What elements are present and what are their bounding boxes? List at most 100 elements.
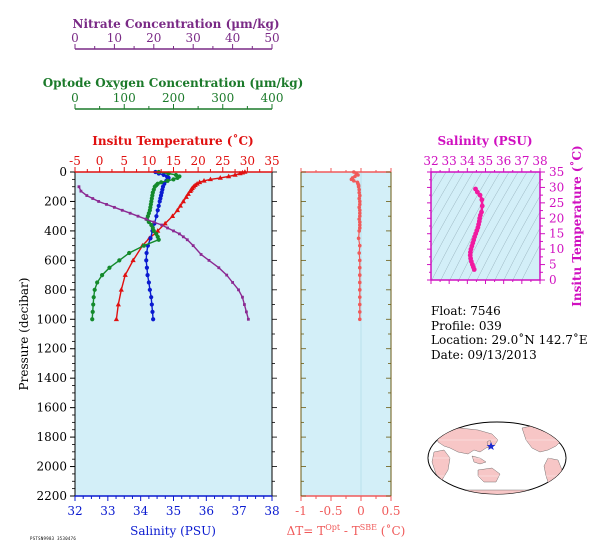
nitrate-tick-label: 40 (225, 31, 240, 45)
ts-point (479, 203, 485, 209)
ts-temp-tick-label: 30 (549, 180, 564, 194)
nitrate-point (166, 226, 169, 230)
ts-temp-tick-label: 5 (549, 258, 557, 272)
temperature-point (177, 203, 183, 208)
delta-tick-label: -0.5 (319, 504, 342, 518)
nitrate-point (244, 310, 248, 314)
temperature-point (118, 287, 124, 292)
nitrate-point (128, 211, 132, 215)
salinity-point (161, 172, 166, 178)
ts-density-contour (431, 172, 492, 280)
nitrate-tick-label: 50 (264, 31, 279, 45)
oxygen-tick-label: 200 (162, 91, 185, 105)
nitrate-point (113, 205, 116, 209)
oxygen-point (141, 243, 147, 248)
temperature-tick-label: 30 (240, 154, 255, 168)
float-location-marker (486, 442, 496, 450)
ts-temp-tick-label: 35 (549, 165, 564, 179)
delta-t-point (358, 199, 362, 204)
temperature-tick-label: 25 (215, 154, 230, 168)
oxygen-point (91, 302, 96, 307)
delta-t-point (358, 302, 362, 307)
pressure-tick-label: 200 (44, 194, 67, 208)
nitrate-point (172, 229, 175, 233)
nitrate-point (225, 273, 229, 277)
footer-code: PSTSN9983 3530476 (30, 536, 77, 541)
salinity-point (155, 208, 160, 213)
salinity-point (154, 214, 159, 219)
oxygen-point (99, 272, 105, 278)
delta-t-point (358, 193, 362, 198)
temperature-axis-title: Insitu Temperature (˚C) (92, 133, 253, 148)
temperature-point (207, 176, 214, 182)
nitrate-point (77, 185, 81, 189)
ts-point (477, 192, 483, 198)
delta-t-point (358, 265, 362, 270)
oxygen-point (107, 265, 112, 270)
delta-t-point (356, 173, 360, 177)
ts-point (474, 189, 480, 195)
ts-salinity-axis-title: Salinity (PSU) (437, 134, 532, 148)
ts-salinity-tick-label: 37 (514, 154, 529, 168)
delta-t-point (358, 310, 362, 314)
temperature-point (183, 194, 189, 199)
salinity-point (151, 317, 156, 322)
pressure-tick-label: 1800 (36, 430, 67, 444)
salinity-point (157, 199, 162, 204)
delta-t-point (358, 317, 362, 322)
float-info-block: Float: 7546 Profile: 039 Location: 29.0˚… (431, 304, 588, 362)
oxygen-point (175, 175, 180, 180)
salinity-tick-label: 32 (67, 504, 82, 518)
oxygen-point (95, 280, 100, 285)
temperature-point (174, 207, 181, 213)
salinity-tick-label: 35 (166, 504, 181, 518)
salinity-point (144, 250, 149, 256)
nitrate-point (207, 258, 211, 262)
map-land-africa (431, 449, 451, 481)
oxygen-point (90, 309, 95, 315)
nitrate-tick-label: 30 (186, 31, 201, 45)
salinity-point (156, 203, 161, 208)
nitrate-point (97, 200, 101, 203)
oxygen-tick-label: 100 (113, 91, 136, 105)
oxygen-point (91, 295, 96, 300)
temperature-point (162, 220, 168, 226)
main-plot-area (75, 172, 272, 496)
world-map (427, 421, 567, 495)
delta-t-point (358, 208, 362, 213)
delta-t-point (358, 243, 362, 248)
ts-density-contour (476, 172, 537, 280)
ts-salinity-tick-label: 33 (442, 154, 457, 168)
ts-salinity-tick-label: 34 (460, 154, 476, 168)
salinity-tick-label: 33 (100, 504, 115, 518)
oxygen-tick-label: 400 (261, 91, 284, 105)
salinity-bottom-axis-title: Salinity (PSU) (130, 524, 216, 538)
salinity-point (146, 280, 151, 285)
pressure-tick-label: 1200 (36, 342, 67, 356)
ts-salinity-tick-label: 32 (423, 154, 438, 168)
ts-point (479, 197, 485, 203)
temperature-point (180, 198, 186, 204)
nitrate-point (231, 281, 234, 284)
temperature-point (122, 272, 128, 277)
salinity-point (148, 236, 153, 241)
pressure-tick-label: 1600 (36, 401, 67, 415)
nitrate-point (160, 223, 164, 227)
temperature-point (237, 170, 243, 176)
nitrate-point (246, 317, 250, 321)
delta-tick-label: 0 (357, 504, 365, 518)
delta-t-point (358, 295, 362, 299)
ts-temp-tick-label: 20 (549, 211, 564, 225)
ts-density-contour (467, 172, 528, 280)
ts-density-contour (431, 172, 447, 199)
delta-t-point (357, 217, 362, 221)
oxygen-point (165, 178, 170, 183)
ts-density-contour (521, 244, 540, 280)
pressure-tick-label: 2200 (36, 489, 67, 503)
temperature-tick-label: 35 (264, 154, 279, 168)
temperature-point (130, 257, 136, 263)
delta-t-point (356, 236, 361, 241)
ts-point (471, 267, 477, 272)
nitrate-point (120, 208, 124, 212)
